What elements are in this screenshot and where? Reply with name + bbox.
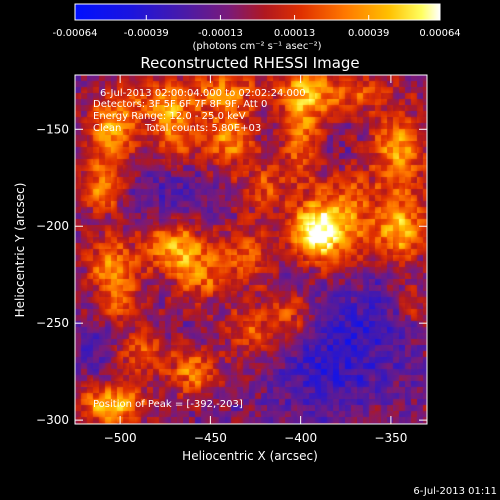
annotations: 6-Jul-2013 02:00:04.000 to 02:02:24.000 … — [93, 88, 306, 410]
colorbar-tick-label: 0.00039 — [348, 28, 389, 39]
time-range-text: 6-Jul-2013 02:00:04.000 to 02:02:24.000 — [100, 88, 306, 99]
colorbar-ticks: -0.00064 -0.00039 -0.00013 0.00013 0.00039 0.… — [53, 15, 461, 39]
colorbar-tick-label: -0.00039 — [124, 28, 169, 39]
y-axis-label: Heliocentric Y (arcsec) — [13, 183, 27, 318]
chart-title: Reconstructed RHESSI Image — [140, 54, 359, 72]
plot-frame — [74, 74, 428, 425]
total-counts-text: Total counts: 5.80E+03 — [144, 123, 261, 134]
y-axis: −300 −250 −200 −150 — [36, 122, 427, 427]
x-tick-label: −350 — [374, 431, 407, 445]
colorbar-tick-label: 0.00064 — [419, 28, 460, 39]
x-tick-label: −500 — [104, 431, 137, 445]
heatmap-image — [75, 75, 427, 424]
x-tick-label: −400 — [284, 431, 317, 445]
x-axis-label: Heliocentric X (arcsec) — [182, 449, 318, 463]
y-tick-label: −300 — [36, 413, 69, 427]
y-tick-label: −250 — [36, 316, 69, 330]
y-tick-label: −200 — [36, 219, 69, 233]
x-tick-label: −450 — [194, 431, 227, 445]
colorbar-gradient — [74, 3, 441, 21]
colorbar-unit-label: (photons cm⁻² s⁻¹ asec⁻²) — [192, 41, 321, 52]
clean-text: Clean — [93, 123, 121, 134]
peak-position-text: Position of Peak = [-392,-203] — [93, 399, 243, 410]
colorbar-tick-label: -0.00013 — [198, 28, 243, 39]
x-axis: −500 −450 −400 −350 — [104, 75, 407, 445]
colorbar-tick-label: -0.00064 — [53, 28, 98, 39]
footer-date: 6-Jul-2013 01:11 — [413, 486, 497, 497]
colorbar-tick-label: 0.00013 — [274, 28, 315, 39]
y-tick-label: −150 — [36, 122, 69, 136]
energy-range-text: Energy Range: 12.0 - 25.0 keV — [93, 111, 246, 122]
detectors-text: Detectors: 3F 5F 6F 7F 8F 9F, Att 0 — [93, 99, 267, 110]
colorbar: -0.00064 -0.00039 -0.00013 0.00013 0.00039 0.… — [53, 3, 461, 52]
